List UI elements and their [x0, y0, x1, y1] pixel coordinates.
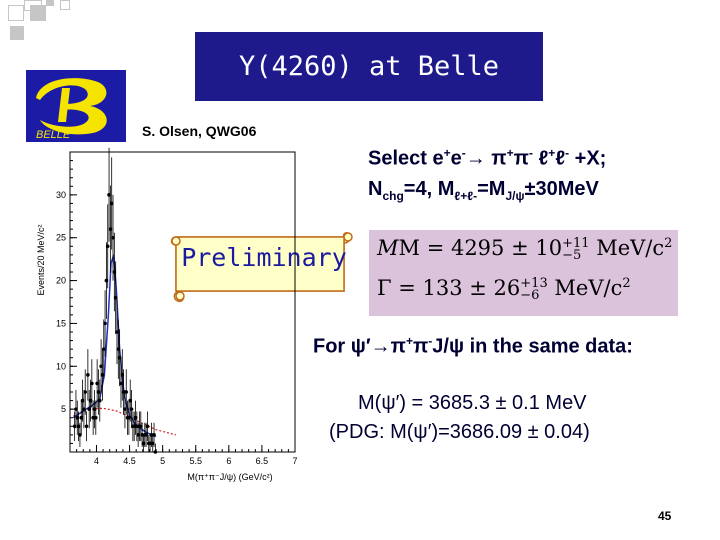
data-point — [124, 390, 129, 394]
data-point — [127, 415, 131, 420]
mass-formula: MM = 4295 ± 10+11 −5 MeV/c2 — [377, 235, 673, 263]
data-point — [153, 450, 158, 454]
data-point — [103, 321, 107, 326]
data-point — [116, 347, 121, 351]
data-point — [139, 424, 143, 429]
selection-line-2: Nchg=4, Mℓ+ℓ-=MJ/ψ±30MeV — [368, 177, 599, 203]
data-point — [117, 355, 122, 360]
psi-prime-note: For ψ′→π+π-J/ψ in the same data: — [313, 334, 633, 358]
page-number: 45 — [658, 509, 672, 523]
data-point — [84, 424, 89, 429]
x-tick-label: 6.5 — [256, 456, 269, 466]
background-curve — [73, 407, 177, 436]
data-point — [107, 193, 111, 197]
data-point — [86, 373, 90, 377]
data-point — [109, 201, 114, 206]
data-point — [87, 407, 91, 411]
data-point — [90, 381, 94, 386]
deco-square — [60, 0, 70, 10]
data-point — [108, 227, 113, 231]
data-point — [88, 398, 93, 403]
selection-criteria: Select e+e-→ π+π- ℓ+ℓ- +X; Nchg=4, Mℓ+ℓ-… — [368, 138, 606, 211]
x-tick-label: 4 — [94, 456, 99, 466]
data-point — [104, 278, 109, 283]
resonance-parameters: MM = 4295 ± 10+11 −5 MeV/c2 Γ = 133 ± 26+… — [369, 230, 678, 316]
x-tick-label: 5.5 — [189, 456, 202, 466]
preliminary-label: Preliminary — [181, 243, 347, 272]
title-box: Y(4260) at Belle — [195, 32, 543, 101]
data-point — [123, 407, 127, 411]
x-axis-label: M(π⁺π⁻J/ψ) (GeV/c²) — [187, 472, 272, 482]
data-point — [148, 441, 152, 446]
deco-square — [8, 5, 24, 21]
data-point — [132, 424, 136, 429]
logo-text: BELLE — [36, 129, 71, 141]
data-point — [152, 433, 156, 437]
data-point — [141, 441, 146, 446]
y-axis-label: Events/20 MeV/c² — [36, 224, 46, 295]
width-formula: Γ = 133 ± 26+13 −6 MeV/c2 — [377, 275, 631, 303]
y-tick-label: 20 — [56, 276, 66, 286]
plot-frame — [69, 151, 296, 453]
data-point — [95, 381, 99, 386]
data-point — [105, 244, 110, 249]
y-tick-label: 10 — [56, 361, 66, 371]
data-point — [140, 433, 144, 437]
x-tick-label: 7 — [292, 456, 297, 466]
x-tick-label: 5 — [160, 456, 165, 466]
data-point — [100, 373, 105, 377]
data-point — [99, 364, 103, 369]
mass-spectrum-chart: Events/20 MeV/c² M(π⁺π⁻J/ψ) (GeV/c²) 4 4.… — [36, 147, 298, 482]
x-tick-label: 6 — [226, 456, 231, 466]
data-point — [97, 398, 102, 403]
data-point — [111, 235, 115, 240]
data-point — [76, 424, 81, 429]
author-credit: S. Olsen, QWG06 — [142, 123, 257, 139]
selection-line-1: Select e+e-→ π+π- ℓ+ℓ- +X; — [368, 146, 607, 170]
data-point — [149, 433, 154, 437]
belle-logo: BELLE — [26, 70, 126, 142]
data-point — [75, 415, 80, 420]
data-point — [145, 424, 150, 429]
data-point — [113, 295, 118, 300]
data-point — [128, 398, 133, 403]
y-tick-label: 30 — [56, 190, 66, 200]
data-point — [133, 415, 138, 420]
data-point — [74, 407, 78, 411]
data-point — [80, 398, 85, 403]
data-point — [91, 415, 95, 420]
data-point — [112, 270, 117, 274]
deco-square — [10, 26, 24, 40]
data-point — [72, 424, 77, 429]
slide-title: Y(4260) at Belle — [238, 51, 500, 82]
data-point — [96, 390, 101, 394]
data-point — [150, 441, 155, 446]
y-tick-label: 25 — [56, 233, 66, 243]
data-point — [79, 415, 84, 420]
arrow-icon: → — [465, 147, 486, 170]
data-point — [144, 433, 148, 437]
pdg-mass: (PDG: M(ψ′)=3686.09 ± 0.04) — [329, 421, 590, 443]
data-point — [129, 407, 134, 411]
arrow-icon: → — [370, 335, 391, 358]
preliminary-scroll: Preliminary — [168, 229, 358, 305]
data-point — [115, 330, 119, 334]
data-point — [83, 390, 88, 394]
data-point — [121, 390, 126, 394]
y-tick-label: 15 — [56, 318, 66, 328]
data-point — [120, 373, 125, 377]
data-point — [101, 347, 106, 351]
data-point — [94, 415, 98, 420]
data-point — [135, 424, 139, 429]
deco-square — [30, 5, 46, 21]
measured-mass: M(ψ′) = 3685.3 ± 0.1 MeV — [358, 392, 587, 414]
data-point — [136, 433, 140, 437]
data-point — [119, 381, 123, 386]
data-point — [82, 407, 86, 411]
data-point — [78, 433, 82, 437]
y-tick-label: 5 — [61, 404, 66, 414]
data-point — [92, 407, 97, 411]
deco-square — [46, 0, 54, 6]
x-tick-label: 4.5 — [123, 456, 136, 466]
